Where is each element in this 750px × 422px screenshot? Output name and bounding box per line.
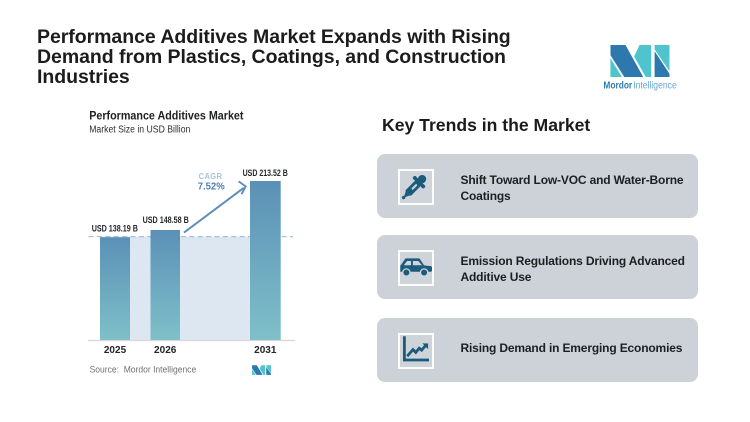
svg-text:Performance Additives Market: Performance Additives Market xyxy=(89,110,243,122)
svg-text:Market Size in USD Billion: Market Size in USD Billion xyxy=(89,124,190,135)
svg-text:USD 213.52 B: USD 213.52 B xyxy=(243,168,289,178)
svg-text:2031: 2031 xyxy=(254,344,276,356)
svg-text:USD 138.19 B: USD 138.19 B xyxy=(92,224,139,234)
svg-text:7.52%: 7.52% xyxy=(198,181,225,192)
svg-text:CAGR: CAGR xyxy=(199,172,223,181)
svg-text:2025: 2025 xyxy=(104,344,126,356)
svg-text:USD 148.58 B: USD 148.58 B xyxy=(143,215,190,225)
svg-text:2026: 2026 xyxy=(154,344,176,356)
svg-text:Source: Mordor Intelligence: Source: Mordor Intelligence xyxy=(90,364,197,374)
svg-text:Mordor: Mordor xyxy=(603,80,632,92)
svg-text:Intelligence: Intelligence xyxy=(633,80,677,92)
